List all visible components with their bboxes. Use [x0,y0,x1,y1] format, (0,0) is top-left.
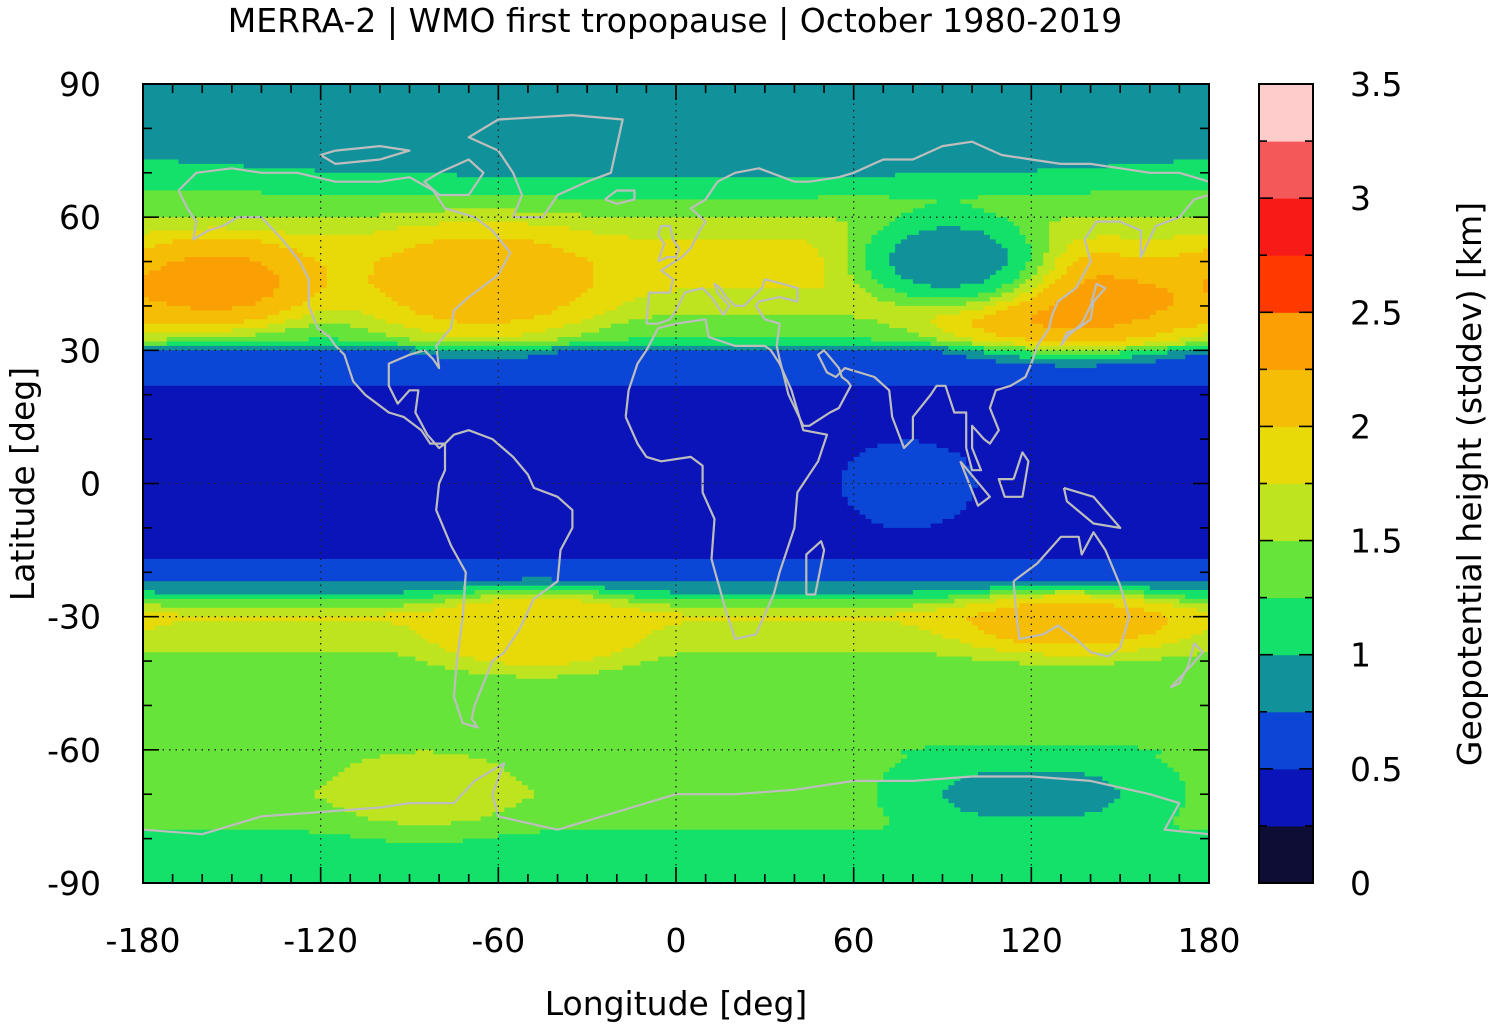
colorbar-swatch [1259,711,1313,770]
colorbar-swatch [1259,483,1313,542]
colorbar-swatch [1259,84,1313,142]
coastline-segment [177,167,512,450]
colorbar-swatch [1259,255,1313,313]
colorbar-swatch [1259,768,1313,827]
colorbar-ticks: 0 0.5 1 1.5 2 2.5 3 3.5 [1259,65,1402,903]
x-tick-label: 0 [666,921,687,960]
colorbar [1259,84,1313,884]
x-tick-label: -120 [283,921,358,960]
colorbar-tick-label: 1 [1350,636,1371,675]
colorbar-swatch [1259,141,1313,199]
y-tick-label: -60 [47,731,101,770]
colorbar-tick-label: 3 [1350,179,1371,218]
colorbar-swatch [1259,597,1313,656]
coastline-segment [624,318,829,640]
colorbar-swatch [1259,369,1313,427]
y-tick-label: 30 [59,331,101,370]
coastlines [143,114,1209,836]
coastline-segment [467,114,624,219]
x-axis-label: Longitude [deg] [545,984,808,1023]
x-tick-label: 120 [1000,921,1063,960]
colorbar-tick-label: 2.5 [1350,293,1402,332]
y-axis-label: Latitude [deg] [3,367,42,601]
coastline-segment [805,540,826,596]
x-tick-label: 180 [1178,921,1241,960]
y-tick-label: -90 [47,864,101,903]
x-axis: -180 -120 -60 0 60 120 180 [106,84,1241,960]
plot-frame [142,83,1210,884]
colorbar-swatch [1259,198,1313,256]
coastline-segment [1012,531,1131,658]
y-tick-label: 90 [59,65,101,104]
x-tick-label: -60 [471,921,525,960]
colorbar-tick-label: 3.5 [1350,65,1402,104]
x-tick-label: 60 [833,921,875,960]
grid [143,84,1209,883]
coastline-segment [319,145,411,165]
coastline-segment [645,140,1209,324]
coastline-segment [997,451,1030,498]
colorbar-tick-label: 0.5 [1350,750,1402,789]
coastline-segment [1062,486,1122,529]
colorbar-label: Geopotential height (stddev) [km] [1450,202,1489,766]
chart-title: MERRA-2 | WMO first tropopause | October… [228,1,1122,40]
y-tick-label: 60 [59,198,101,237]
y-tick-label: -30 [47,598,101,637]
colorbar-frame [1258,83,1314,884]
colorbar-swatch [1259,825,1313,884]
colorbar-tick-label: 1.5 [1350,522,1402,561]
coastline-segment [423,158,485,197]
colorbar-swatch [1259,654,1313,713]
y-tick-label: 0 [80,465,101,504]
coastline-segment [143,762,1209,836]
colorbar-swatch [1259,426,1313,484]
coastline-segment [959,460,991,507]
y-axis: 90 60 30 0 -30 -60 -90 [47,65,1209,903]
colorbar-tick-label: 0 [1350,864,1371,903]
x-tick-label: -180 [106,921,181,960]
colorbar-swatch [1259,540,1313,599]
coastline-segment [657,224,681,263]
coastline-segment [646,193,1209,472]
coastline-segment [604,189,636,205]
colorbar-swatch [1259,312,1313,370]
coastline-segment [1059,282,1107,347]
colorbar-tick-label: 2 [1350,407,1371,446]
coastline-segment [1169,642,1205,689]
